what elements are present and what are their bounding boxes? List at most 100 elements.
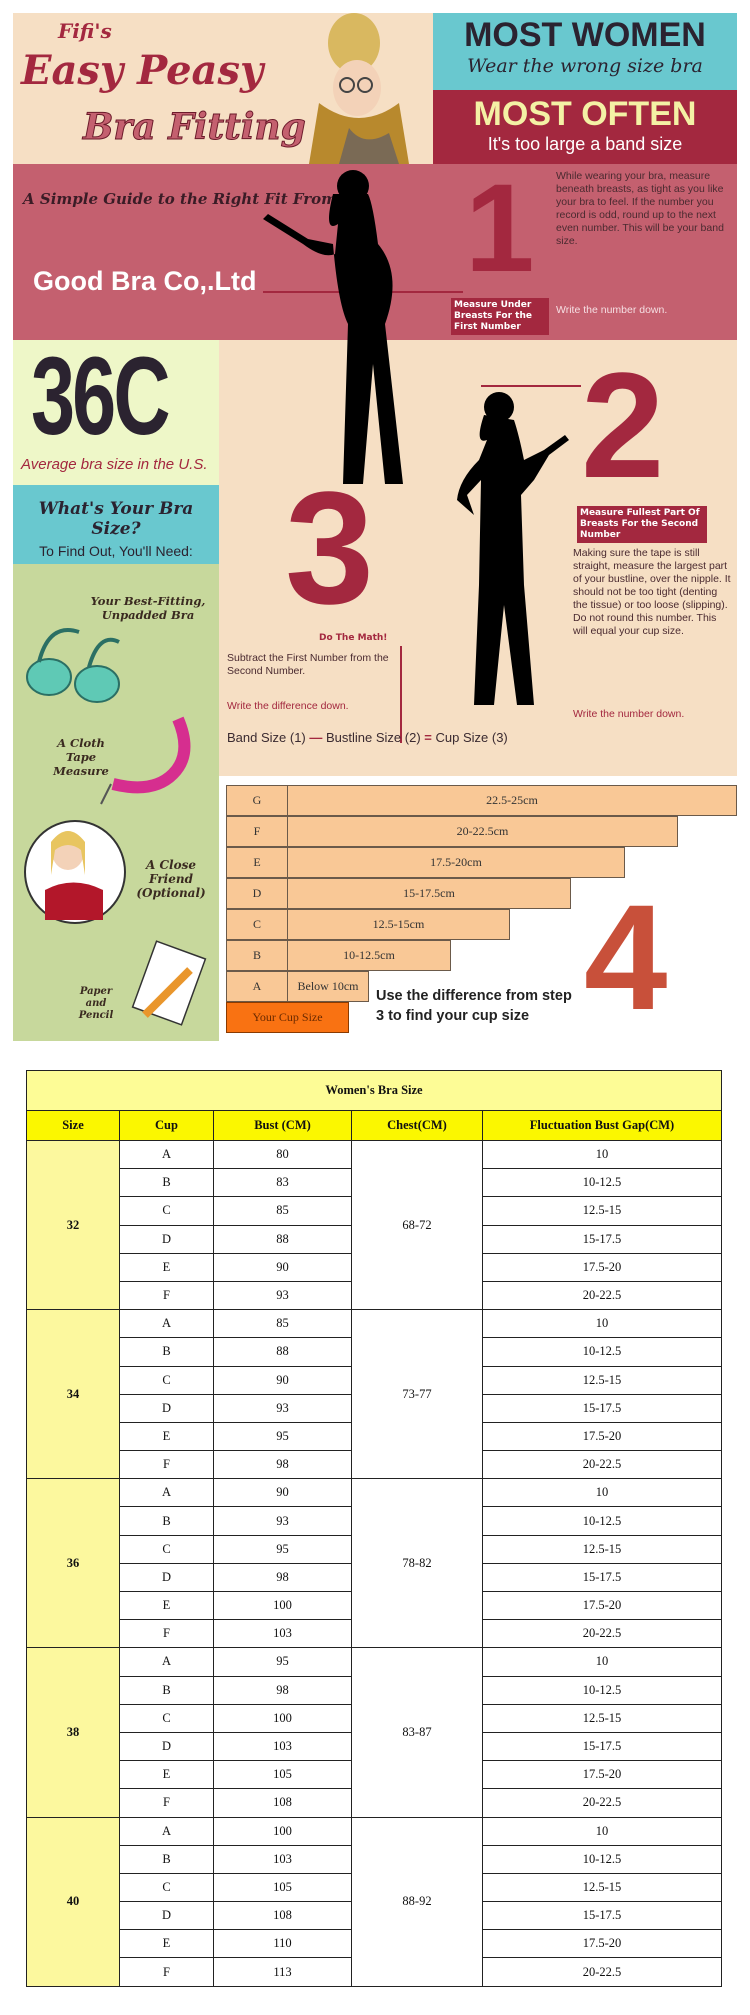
table-row: B 103 10-12.5 — [27, 1844, 722, 1874]
chest: 73-77 — [351, 1309, 483, 1480]
cup: A — [119, 1647, 214, 1677]
gap: 20-22.5 — [482, 1280, 722, 1311]
table-row: F 108 20-22.5 — [27, 1788, 722, 1818]
gap: 12.5-15 — [482, 1872, 722, 1903]
cup: A — [119, 1816, 214, 1846]
bust: 90 — [213, 1365, 352, 1395]
needs-subtitle: To Find Out, You'll Need: — [39, 543, 193, 559]
average-size-value: 36C — [31, 335, 171, 458]
tape-measure-icon — [100, 716, 191, 805]
band-size: 40 — [26, 1816, 120, 1987]
table-row: C 100 12.5-15 — [27, 1703, 722, 1733]
need-item-bra: Your Best-Fitting, Unpadded Bra — [90, 594, 206, 622]
table-title: Women's Bra Size — [26, 1070, 722, 1111]
need-item-paper: Paper and Pencil — [78, 986, 114, 1021]
gap: 12.5-15 — [482, 1534, 722, 1564]
cup-range: 12.5-15cm — [372, 917, 425, 931]
gap: 17.5-20 — [482, 1252, 722, 1282]
col-cup: Cup — [119, 1110, 214, 1141]
average-size-box: 36C Average bra size in the U.S. — [13, 340, 219, 485]
bust: 88 — [213, 1224, 352, 1254]
cup-range: 20-22.5cm — [456, 824, 509, 838]
gap: 10 — [482, 1309, 722, 1339]
cup: B — [119, 1337, 214, 1367]
formula-cup: Cup Size (3) — [435, 730, 508, 745]
cup-letter: C — [227, 910, 288, 939]
table-row: 40 A 100 88-92 10 — [26, 1816, 722, 1987]
cup: F — [119, 1957, 214, 1987]
gap: 20-22.5 — [482, 1788, 722, 1818]
band-size-text: It's too large a band size — [487, 134, 683, 154]
step-3-number: 3 — [285, 458, 374, 637]
bust: 93 — [213, 1280, 352, 1311]
bust: 95 — [213, 1421, 352, 1452]
gap: 10-12.5 — [482, 1168, 722, 1198]
col-bust: Bust (CM) — [213, 1110, 352, 1141]
cup: D — [119, 1393, 214, 1423]
cup: B — [119, 1506, 214, 1536]
cup: F — [119, 1788, 214, 1818]
formula-bustline: Bustline Size (2) — [326, 730, 421, 745]
table-row: F 93 20-22.5 — [27, 1280, 722, 1311]
title-panel: Fifi's Easy Peasy Bra Fitting — [13, 13, 433, 164]
chest: 78-82 — [351, 1478, 483, 1649]
bust: 98 — [213, 1675, 352, 1705]
gap: 12.5-15 — [482, 1196, 722, 1226]
formula-band: Band Size (1) — [227, 730, 306, 745]
cup-row-d: D 15-17.5cm — [226, 878, 571, 909]
most-women-banner: MOST WOMEN Wear the wrong size bra — [433, 13, 737, 90]
cup-range: 15-17.5cm — [403, 886, 455, 900]
band-size: 36 — [26, 1478, 120, 1649]
step-1-text: While wearing your bra, measure beneath … — [556, 170, 724, 247]
bra-icon — [26, 628, 120, 703]
gap: 20-22.5 — [482, 1619, 722, 1649]
bust: 103 — [213, 1619, 352, 1649]
cup: C — [119, 1534, 214, 1564]
gap: 10 — [482, 1816, 722, 1846]
step-1-label: Measure Under Breasts For the First Numb… — [451, 298, 549, 335]
bust: 103 — [213, 1844, 352, 1874]
gap: 15-17.5 — [482, 1393, 722, 1423]
bust: 100 — [213, 1703, 352, 1733]
cup: A — [119, 1478, 214, 1508]
bust: 100 — [213, 1816, 352, 1846]
col-gap: Fluctuation Bust Gap(CM) — [482, 1110, 722, 1141]
chest: 83-87 — [351, 1647, 483, 1818]
cup: D — [119, 1562, 214, 1593]
gap: 10 — [482, 1139, 722, 1170]
bust: 90 — [213, 1478, 352, 1508]
cup: F — [119, 1619, 214, 1649]
cup: C — [119, 1703, 214, 1733]
bust-line — [481, 385, 581, 387]
table-row: C 105 12.5-15 — [27, 1872, 722, 1903]
gap: 12.5-15 — [482, 1703, 722, 1733]
step-1-write: Write the number down. — [556, 304, 668, 316]
table-row: E 110 17.5-20 — [27, 1929, 722, 1959]
gap: 17.5-20 — [482, 1590, 722, 1621]
band-size: 34 — [26, 1309, 120, 1480]
cup: F — [119, 1280, 214, 1311]
step-3-line — [400, 646, 402, 743]
gap: 10-12.5 — [482, 1337, 722, 1367]
table-row: F 98 20-22.5 — [27, 1450, 722, 1480]
formula: Band Size (1) — Bustline Size (2) = Cup … — [227, 730, 508, 745]
cup-letter: G — [227, 786, 288, 815]
cup-row-c: C 12.5-15cm — [226, 909, 510, 940]
cup-range: 10-12.5cm — [343, 948, 395, 962]
bust: 98 — [213, 1562, 352, 1593]
title-easy-peasy: Easy Peasy — [21, 47, 264, 94]
cup: C — [119, 1196, 214, 1226]
gap: 10-12.5 — [482, 1506, 722, 1536]
need-item-friend: A Close Friend (Optional) — [136, 858, 206, 900]
cup: B — [119, 1844, 214, 1874]
cup: B — [119, 1168, 214, 1198]
your-cup-size-label: Your Cup Size — [226, 1002, 349, 1033]
cup: E — [119, 1590, 214, 1621]
cup: E — [119, 1252, 214, 1282]
gap: 12.5-15 — [482, 1365, 722, 1395]
cup: E — [119, 1760, 214, 1790]
wrong-size-text: Wear the wrong size bra — [467, 55, 703, 77]
cup: E — [119, 1929, 214, 1959]
cup: C — [119, 1365, 214, 1395]
col-size: Size — [26, 1110, 120, 1141]
